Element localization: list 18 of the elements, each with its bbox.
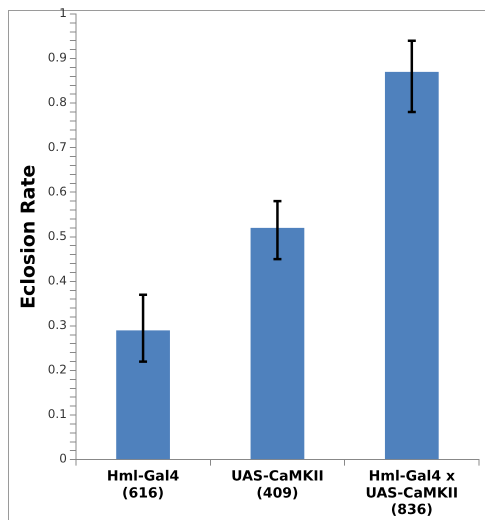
- y-tick-label: 0.8: [48, 95, 67, 110]
- y-tick-label: 0.2: [48, 362, 67, 377]
- y-tick-label: 0.9: [48, 50, 67, 65]
- bar: [384, 72, 439, 460]
- y-tick-label: 0.3: [48, 318, 67, 332]
- y-tick-label: 0.4: [48, 273, 67, 288]
- y-tick-label: 0.6: [48, 184, 67, 198]
- y-tick-label: 1: [59, 6, 67, 20]
- bar: [250, 228, 304, 460]
- x-tick-label: UAS-CaMKII (409): [231, 468, 324, 502]
- x-tick-label: Hml-Gal4 x UAS-CaMKII (836): [366, 468, 458, 518]
- y-tick-label: 0: [59, 452, 67, 466]
- y-axis-title: Eclosion Rate: [17, 164, 40, 309]
- bar: [116, 330, 170, 460]
- y-tick-label: 0.1: [48, 407, 67, 422]
- y-tick-label: 0.5: [48, 228, 67, 243]
- x-tick-label: Hml-Gal4 (616): [106, 468, 180, 502]
- y-tick-label: 0.7: [48, 140, 67, 154]
